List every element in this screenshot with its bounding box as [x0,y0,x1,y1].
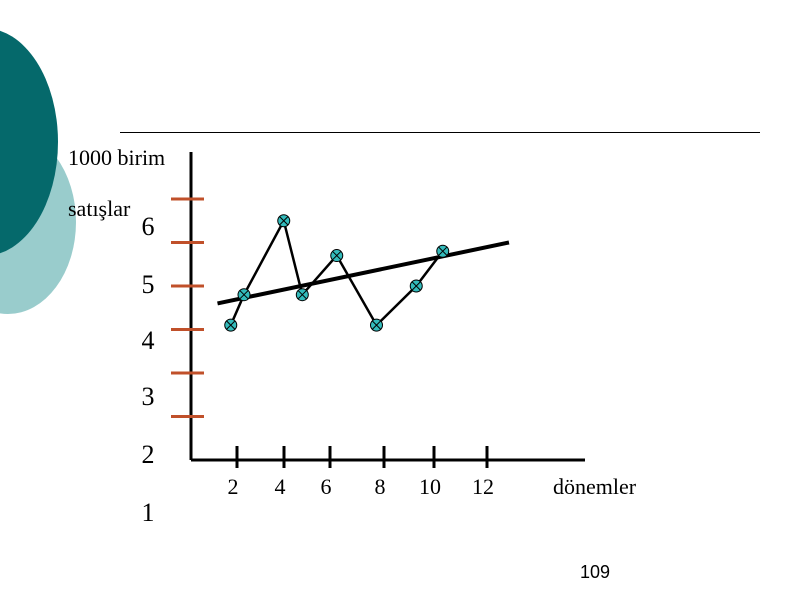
trend-line [217,240,510,306]
decor-circle-dark [0,30,58,254]
data-point [224,318,238,332]
data-point [436,244,450,258]
data-point [277,214,291,228]
y-tick-label: 3 [141,382,155,411]
x-tick-label: 6 [320,474,332,499]
data-points [224,214,450,332]
y-tick-label: 2 [141,440,155,469]
y-ticks [171,197,204,418]
data-point [409,279,423,293]
unit-label: 1000 birim [68,145,166,170]
x-ticks [235,446,489,468]
x-axis-label: dönemler [553,474,637,499]
data-point [295,288,309,302]
x-tick-label: 8 [374,474,386,499]
y-tick-label: 1 [141,498,155,527]
header-rule [120,132,760,133]
y-axis-label: satışlar [68,196,131,221]
data-point [370,318,383,332]
series-line [229,217,444,328]
y-tick-label: 6 [141,212,155,241]
x-tick-label: 10 [419,474,441,499]
page-number: 109 [580,562,611,582]
x-tick-label: 2 [227,474,239,499]
y-tick-label: 5 [141,270,155,299]
data-point [330,249,344,263]
x-tick-label: 4 [274,474,286,499]
x-tick-label: 12 [472,474,494,499]
data-point [237,288,251,302]
y-tick-label: 4 [141,326,155,355]
